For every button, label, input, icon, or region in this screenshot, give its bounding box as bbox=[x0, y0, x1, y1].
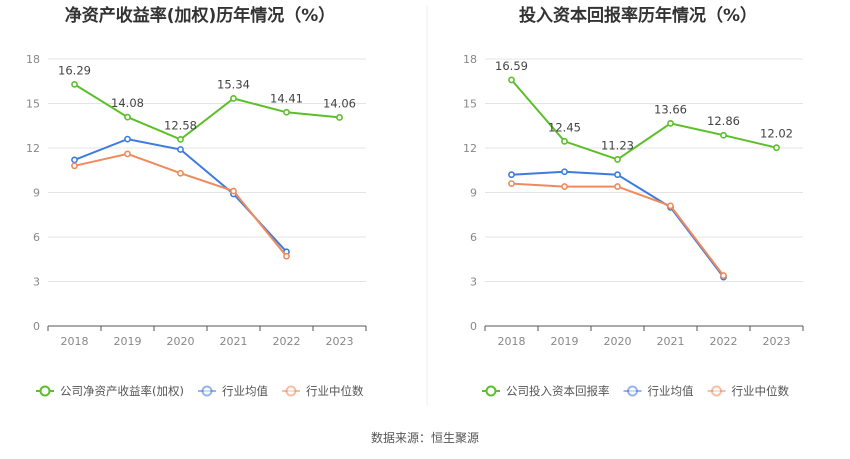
x-tick-label: 2022 bbox=[710, 335, 738, 348]
data-point bbox=[177, 146, 184, 153]
data-source: 数据来源：恒生聚源 bbox=[371, 430, 479, 445]
x-tick-label: 2021 bbox=[657, 335, 685, 348]
data-point bbox=[561, 137, 568, 145]
y-tick-label: 12 bbox=[26, 142, 40, 155]
data-point bbox=[336, 114, 343, 121]
legend-label: 行业均值 bbox=[648, 384, 694, 398]
x-tick-label: 2023 bbox=[326, 335, 354, 348]
y-tick-label: 12 bbox=[463, 142, 477, 155]
series-line-1 bbox=[510, 79, 777, 161]
y-tick-label: 18 bbox=[463, 53, 477, 66]
data-label: 14.06 bbox=[323, 96, 356, 110]
y-tick-label: 0 bbox=[33, 320, 40, 333]
y-tick-label: 15 bbox=[26, 98, 40, 111]
data-point bbox=[720, 131, 727, 139]
data-point bbox=[124, 150, 131, 158]
data-label: 11.23 bbox=[601, 138, 634, 152]
data-label: 12.86 bbox=[707, 114, 740, 128]
y-tick-label: 6 bbox=[33, 231, 40, 244]
legend-label: 行业中位数 bbox=[732, 384, 790, 398]
legend-label: 公司净资产收益率(加权) bbox=[60, 384, 184, 398]
data-label: 16.59 bbox=[495, 59, 528, 73]
data-label: 16.29 bbox=[58, 63, 91, 77]
legend-marker-dot bbox=[711, 385, 722, 397]
x-tick-label: 2018 bbox=[498, 335, 526, 348]
x-tick-label: 2019 bbox=[114, 335, 142, 348]
y-tick-label: 3 bbox=[33, 276, 40, 289]
data-point bbox=[614, 183, 621, 190]
legend-label: 行业中位数 bbox=[306, 384, 364, 398]
y-tick-label: 15 bbox=[463, 98, 477, 111]
x-tick-label: 2023 bbox=[763, 335, 791, 348]
data-label: 15.34 bbox=[217, 77, 250, 91]
series-line-3 bbox=[511, 182, 725, 277]
data-point bbox=[667, 202, 674, 210]
data-point bbox=[71, 156, 78, 164]
data-point bbox=[71, 80, 78, 88]
x-tick-label: 2021 bbox=[220, 335, 248, 348]
legend-label: 公司投入资本回报率 bbox=[506, 384, 610, 398]
data-point bbox=[71, 162, 78, 170]
y-tick-label: 9 bbox=[33, 187, 40, 200]
series-line-2 bbox=[74, 138, 288, 253]
legend-marker-dot bbox=[285, 385, 297, 397]
data-point bbox=[177, 135, 184, 143]
y-tick-label: 9 bbox=[470, 187, 477, 200]
x-tick-label: 2022 bbox=[273, 335, 301, 348]
data-label: 14.08 bbox=[111, 96, 144, 110]
data-point bbox=[177, 169, 184, 177]
data-point bbox=[283, 108, 290, 116]
legend-label: 行业均值 bbox=[222, 384, 268, 398]
data-point bbox=[614, 171, 621, 179]
y-tick-label: 3 bbox=[470, 276, 477, 289]
data-label: 12.02 bbox=[760, 127, 793, 141]
y-tick-label: 6 bbox=[470, 231, 477, 244]
data-point bbox=[230, 95, 237, 102]
data-point bbox=[283, 252, 290, 260]
x-tick-label: 2020 bbox=[604, 335, 632, 348]
data-point bbox=[508, 180, 515, 187]
series-line-3 bbox=[74, 152, 288, 257]
series-line-1 bbox=[73, 83, 340, 141]
chart-title-2: 投入资本回报率历年情况（%） bbox=[519, 5, 757, 26]
data-point bbox=[508, 171, 515, 179]
data-point bbox=[561, 183, 568, 190]
data-point bbox=[230, 187, 237, 195]
data-label: 12.58 bbox=[164, 118, 197, 132]
data-point bbox=[124, 113, 131, 121]
y-tick-label: 0 bbox=[470, 320, 477, 333]
data-label: 13.66 bbox=[654, 102, 687, 116]
x-tick-label: 2018 bbox=[61, 335, 89, 348]
data-point bbox=[614, 156, 621, 163]
data-label: 14.41 bbox=[270, 91, 303, 105]
data-point bbox=[124, 135, 131, 143]
legend-marker-dot bbox=[627, 385, 638, 397]
x-tick-label: 2019 bbox=[551, 335, 579, 348]
legend-marker-dot bbox=[201, 385, 213, 397]
legend-marker-dot bbox=[485, 385, 497, 397]
data-point bbox=[720, 272, 727, 279]
chart-title-1: 净资产收益率(加权)历年情况（%） bbox=[65, 5, 336, 26]
data-point bbox=[508, 76, 515, 84]
data-point bbox=[667, 119, 674, 127]
legend-marker-dot bbox=[39, 385, 51, 397]
data-point bbox=[773, 144, 780, 152]
y-tick-label: 18 bbox=[26, 53, 40, 66]
x-tick-label: 2020 bbox=[167, 335, 195, 348]
data-label: 12.45 bbox=[548, 120, 581, 134]
data-point bbox=[561, 168, 568, 176]
